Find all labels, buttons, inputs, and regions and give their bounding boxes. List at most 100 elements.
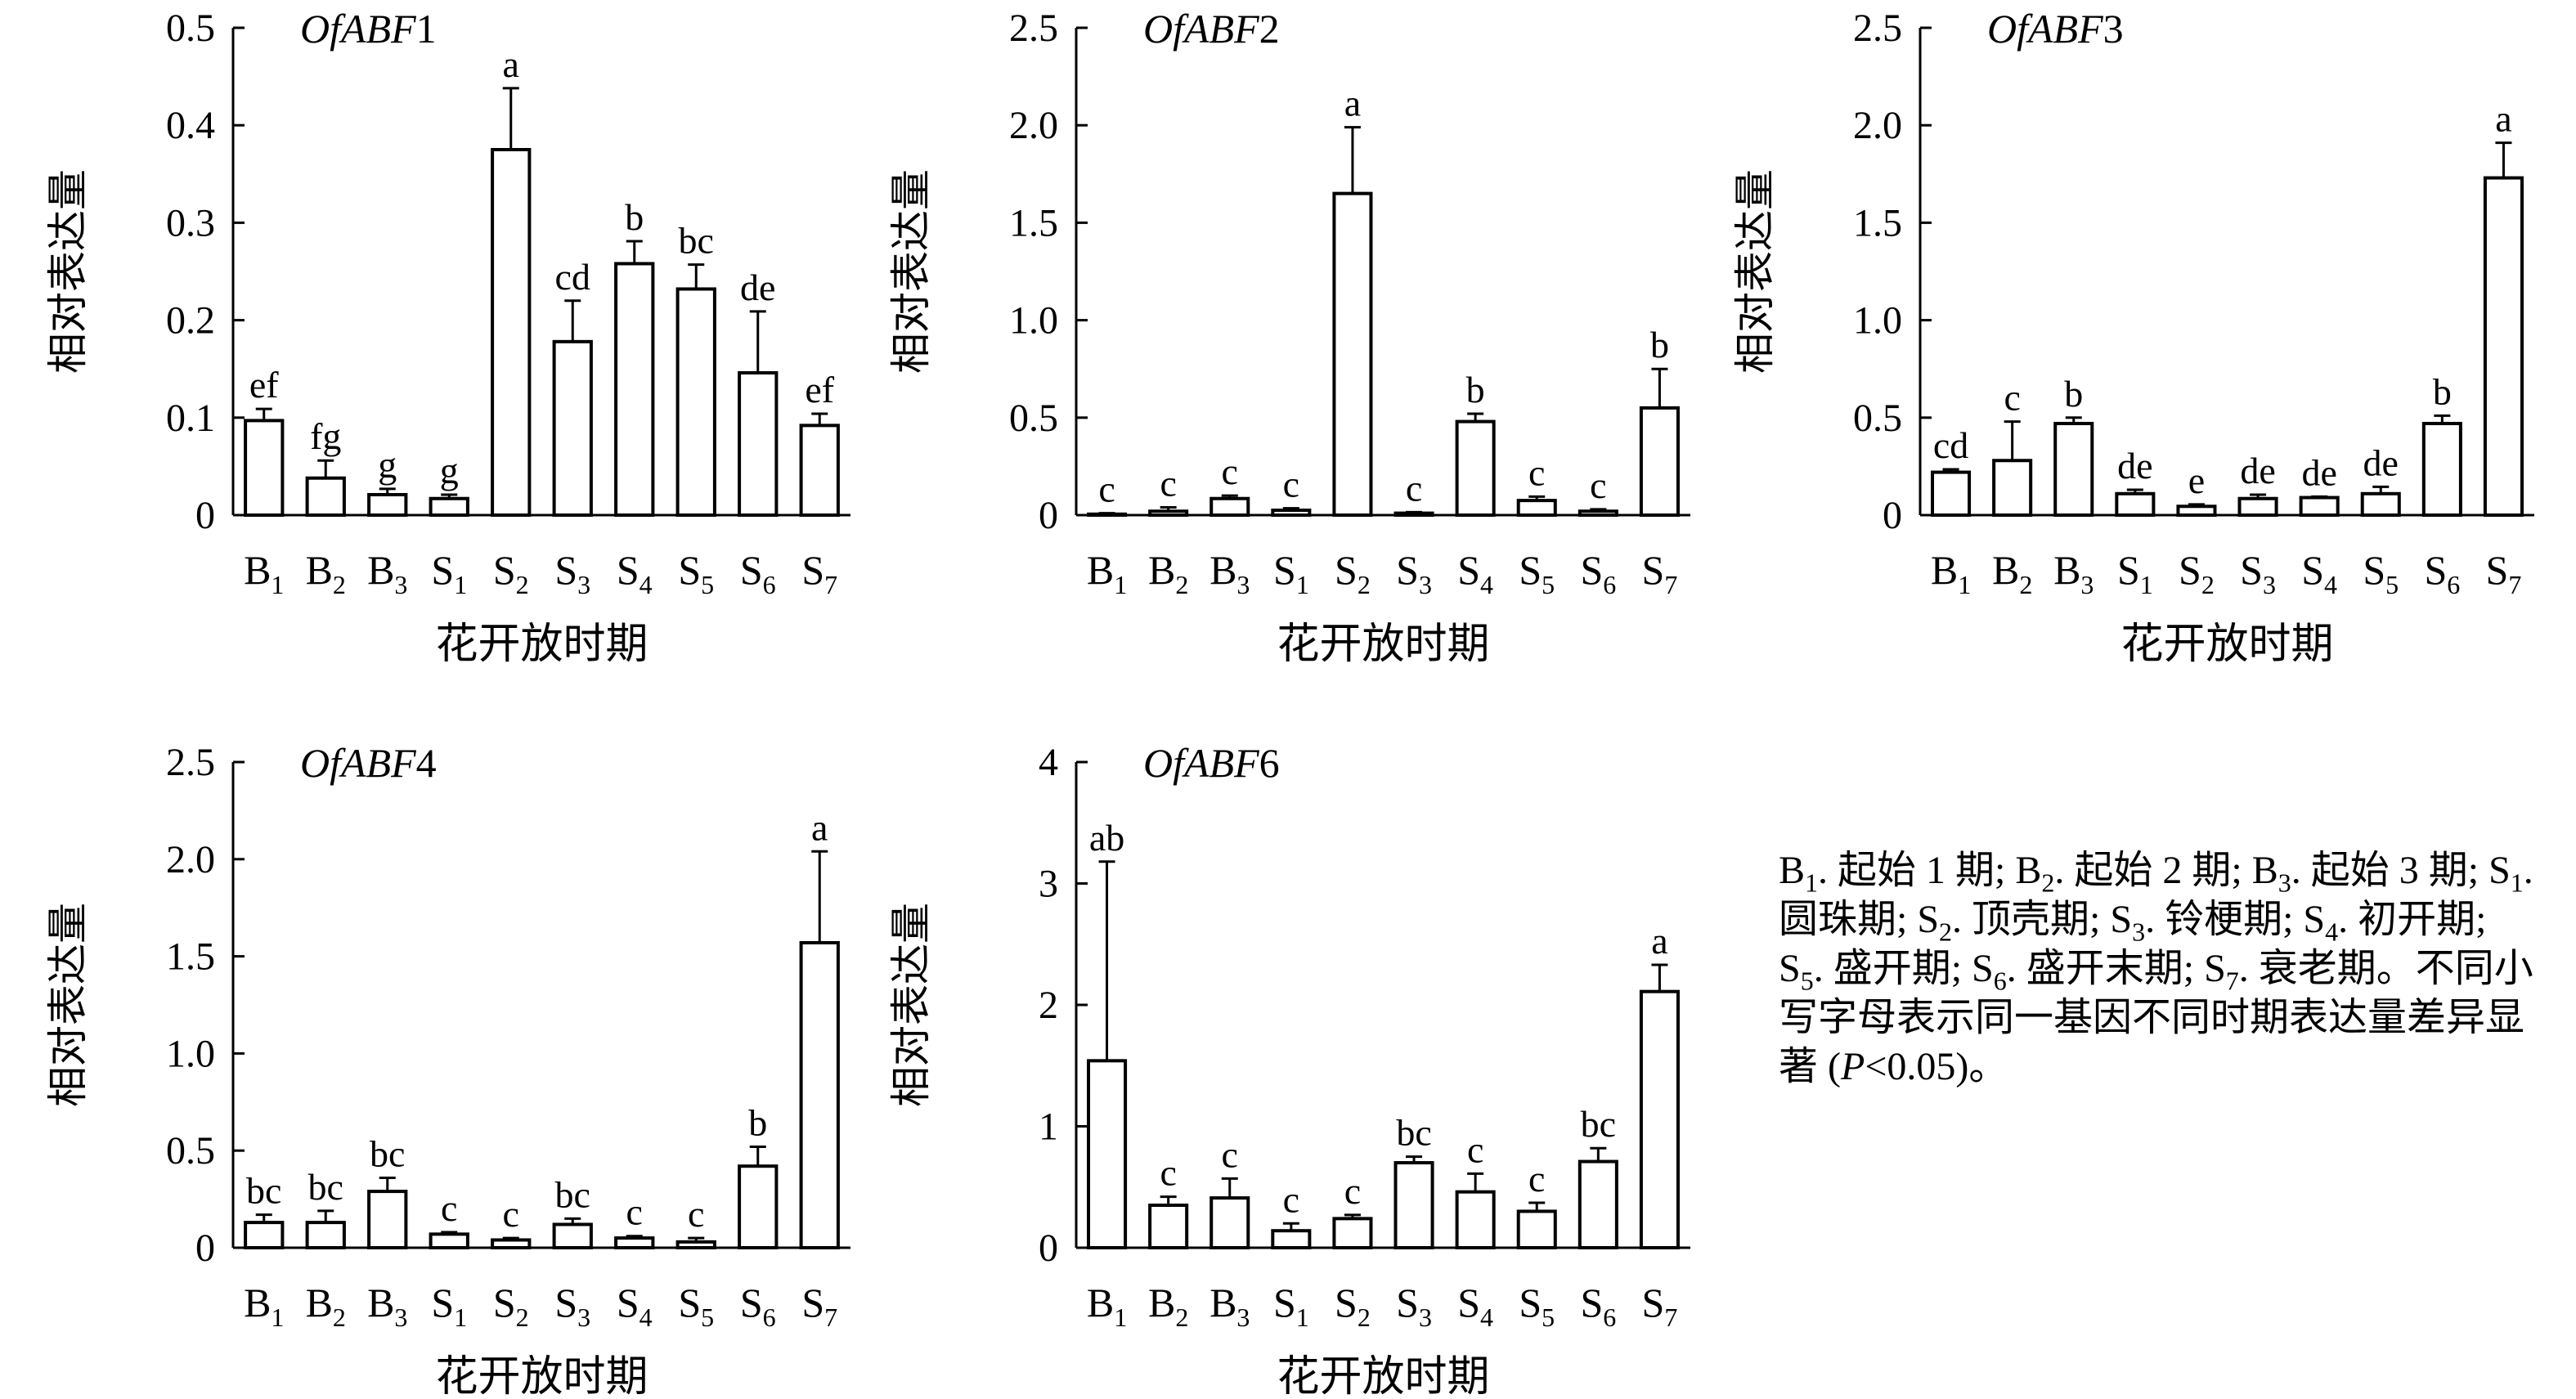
y-tick-label: 0.3 — [166, 201, 215, 244]
x-tick-label: S3 — [2240, 547, 2276, 599]
x-tick-label: S5 — [678, 1280, 714, 1332]
bar — [305, 476, 346, 517]
significance-label: de — [2240, 450, 2275, 491]
bar — [2360, 491, 2401, 518]
x-tick-label: B3 — [367, 1280, 407, 1332]
significance-label: ef — [805, 369, 834, 410]
bar — [1577, 1159, 1618, 1249]
chart-title: OfABF1 — [300, 6, 437, 52]
x-tick-label: S6 — [1580, 1280, 1616, 1332]
significance-label: bc — [555, 1173, 590, 1215]
significance-label: a — [2495, 98, 2511, 140]
bar — [2483, 176, 2524, 517]
bar — [367, 492, 408, 518]
y-tick-label: 1.5 — [1009, 201, 1058, 244]
x-tick-label: S1 — [431, 547, 467, 599]
significance-label: c — [1467, 1128, 1483, 1170]
x-tick-label: S3 — [1396, 547, 1432, 599]
bar — [1639, 406, 1680, 517]
x-tick-label: S7 — [1642, 547, 1678, 599]
bar — [2053, 421, 2094, 518]
x-tick-label: B1 — [244, 1280, 284, 1332]
y-tick-label: 2.5 — [166, 741, 215, 784]
x-tick-label: B3 — [1209, 547, 1250, 599]
y-tick-label: 2.5 — [1009, 7, 1058, 50]
y-tick-label: 1.0 — [1853, 299, 1902, 343]
significance-label: cd — [1933, 424, 1968, 466]
bar — [1516, 1209, 1557, 1249]
significance-label: ab — [1089, 817, 1124, 859]
bar — [1639, 989, 1680, 1250]
x-tick-label: S5 — [2363, 547, 2399, 599]
y-axis-title: 相对表达量 — [1732, 169, 1778, 374]
bar — [1393, 1161, 1434, 1250]
x-axis-title: 花开放时期 — [2120, 621, 2333, 668]
y-axis-title: 相对表达量 — [888, 903, 934, 1107]
x-tick-label: S3 — [554, 547, 590, 599]
significance-label: c — [1098, 469, 1115, 510]
significance-label: c — [2004, 377, 2020, 419]
y-tick-label: 0.5 — [1853, 397, 1902, 440]
bar — [1931, 470, 1972, 517]
bar — [799, 424, 840, 517]
significance-label: b — [1466, 369, 1485, 410]
bar — [2115, 491, 2156, 518]
x-tick-label: S7 — [2486, 547, 2522, 599]
bar — [1271, 1229, 1312, 1249]
x-tick-label: S6 — [2424, 547, 2460, 599]
x-tick-label: S4 — [1457, 547, 1493, 599]
significance-label: de — [740, 267, 775, 308]
x-tick-label: B3 — [367, 547, 407, 599]
bar — [1455, 419, 1496, 517]
x-tick-label: S5 — [1519, 547, 1555, 599]
y-tick-label: 1.5 — [166, 935, 215, 979]
y-tick-label: 4 — [1039, 741, 1058, 784]
x-tick-label: S7 — [1642, 1280, 1678, 1332]
y-tick-label: 1.0 — [1009, 299, 1058, 343]
y-tick-label: 3 — [1039, 863, 1058, 906]
x-tick-label: S4 — [2301, 547, 2337, 599]
x-axis-title: 花开放时期 — [1277, 1354, 1489, 1399]
bar — [2237, 496, 2278, 518]
significance-label: de — [2117, 445, 2152, 487]
bar — [429, 1232, 469, 1250]
x-tick-label: S1 — [1273, 1280, 1309, 1332]
x-tick-label: S4 — [617, 1280, 653, 1332]
x-tick-label: S4 — [617, 547, 653, 599]
x-axis-title: 花开放时期 — [435, 1354, 648, 1399]
significance-label: c — [1528, 1158, 1545, 1199]
bar — [367, 1190, 408, 1249]
bar — [2299, 495, 2340, 518]
bar — [1455, 1190, 1496, 1249]
significance-label: bc — [1396, 1112, 1431, 1154]
y-tick-label: 2.0 — [166, 838, 215, 881]
bar — [2421, 421, 2462, 518]
significance-label: a — [811, 806, 828, 848]
y-tick-label: 0 — [1883, 494, 1902, 537]
x-tick-label: S3 — [1396, 1280, 1432, 1332]
y-tick-label: 2.0 — [1009, 104, 1058, 147]
y-tick-label: 0.2 — [166, 299, 215, 343]
y-tick-label: 0.5 — [166, 1129, 215, 1173]
bar — [244, 419, 285, 517]
significance-label: c — [626, 1191, 643, 1233]
significance-label: g — [440, 450, 459, 491]
bar — [491, 148, 532, 517]
bar — [799, 940, 840, 1250]
y-tick-label: 1.0 — [166, 1032, 215, 1075]
bar — [491, 1238, 532, 1249]
significance-label: bc — [246, 1170, 281, 1212]
significance-label: a — [1651, 920, 1667, 962]
y-tick-label: 1 — [1039, 1105, 1058, 1149]
bar — [675, 287, 716, 517]
y-tick-label: 0 — [195, 1226, 215, 1270]
bar — [1332, 1217, 1373, 1249]
bar — [552, 1222, 593, 1250]
significance-label: cd — [555, 256, 590, 298]
x-tick-label: S5 — [678, 547, 714, 599]
y-tick-label: 0.5 — [1009, 397, 1058, 440]
x-tick-label: S4 — [1457, 1280, 1493, 1332]
